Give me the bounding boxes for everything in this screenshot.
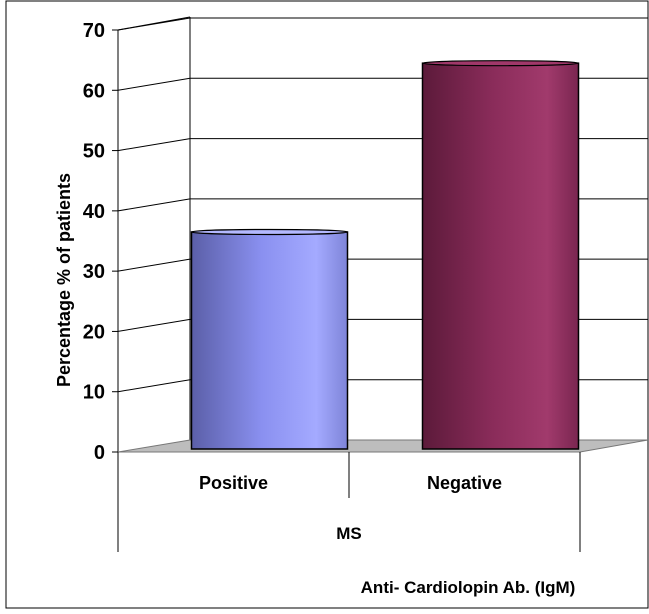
y-tick-label: 50 [83, 141, 105, 163]
category-label: Positive [199, 473, 268, 493]
gridline-side [117, 379, 191, 393]
gridline-side [117, 258, 191, 272]
bar-top [190, 228, 349, 236]
x-axis-label: Anti- Cardiolopin Ab. (IgM) [361, 578, 576, 597]
y-tick-label: 40 [83, 201, 105, 223]
y-tick-label: 0 [94, 442, 105, 464]
y-tick-label: 10 [83, 382, 105, 404]
y-axis-label: Percentage % of patients [54, 173, 74, 387]
gridline-side [117, 198, 191, 212]
bar-top [421, 60, 580, 67]
side-wall-top-edge [117, 16, 191, 31]
y-tick-label: 70 [83, 20, 105, 42]
bar-body [190, 231, 349, 450]
gridline-side [117, 138, 191, 152]
category-label: Negative [427, 473, 502, 493]
gridline-side [117, 77, 191, 91]
y-tick-label: 20 [83, 321, 105, 343]
bar-body [421, 62, 580, 450]
bar-negative [421, 60, 580, 450]
group-label: MS [336, 524, 362, 543]
y-tick-label: 30 [83, 261, 105, 283]
gridline-side [117, 318, 191, 332]
chart-frame [5, 0, 649, 609]
y-tick-label: 60 [83, 80, 105, 102]
bar-positive [190, 228, 349, 450]
bars [190, 60, 580, 450]
y-axis-ticks: 0 10 20 30 40 50 60 70 [83, 20, 118, 464]
category-labels: Positive Negative [199, 473, 502, 493]
